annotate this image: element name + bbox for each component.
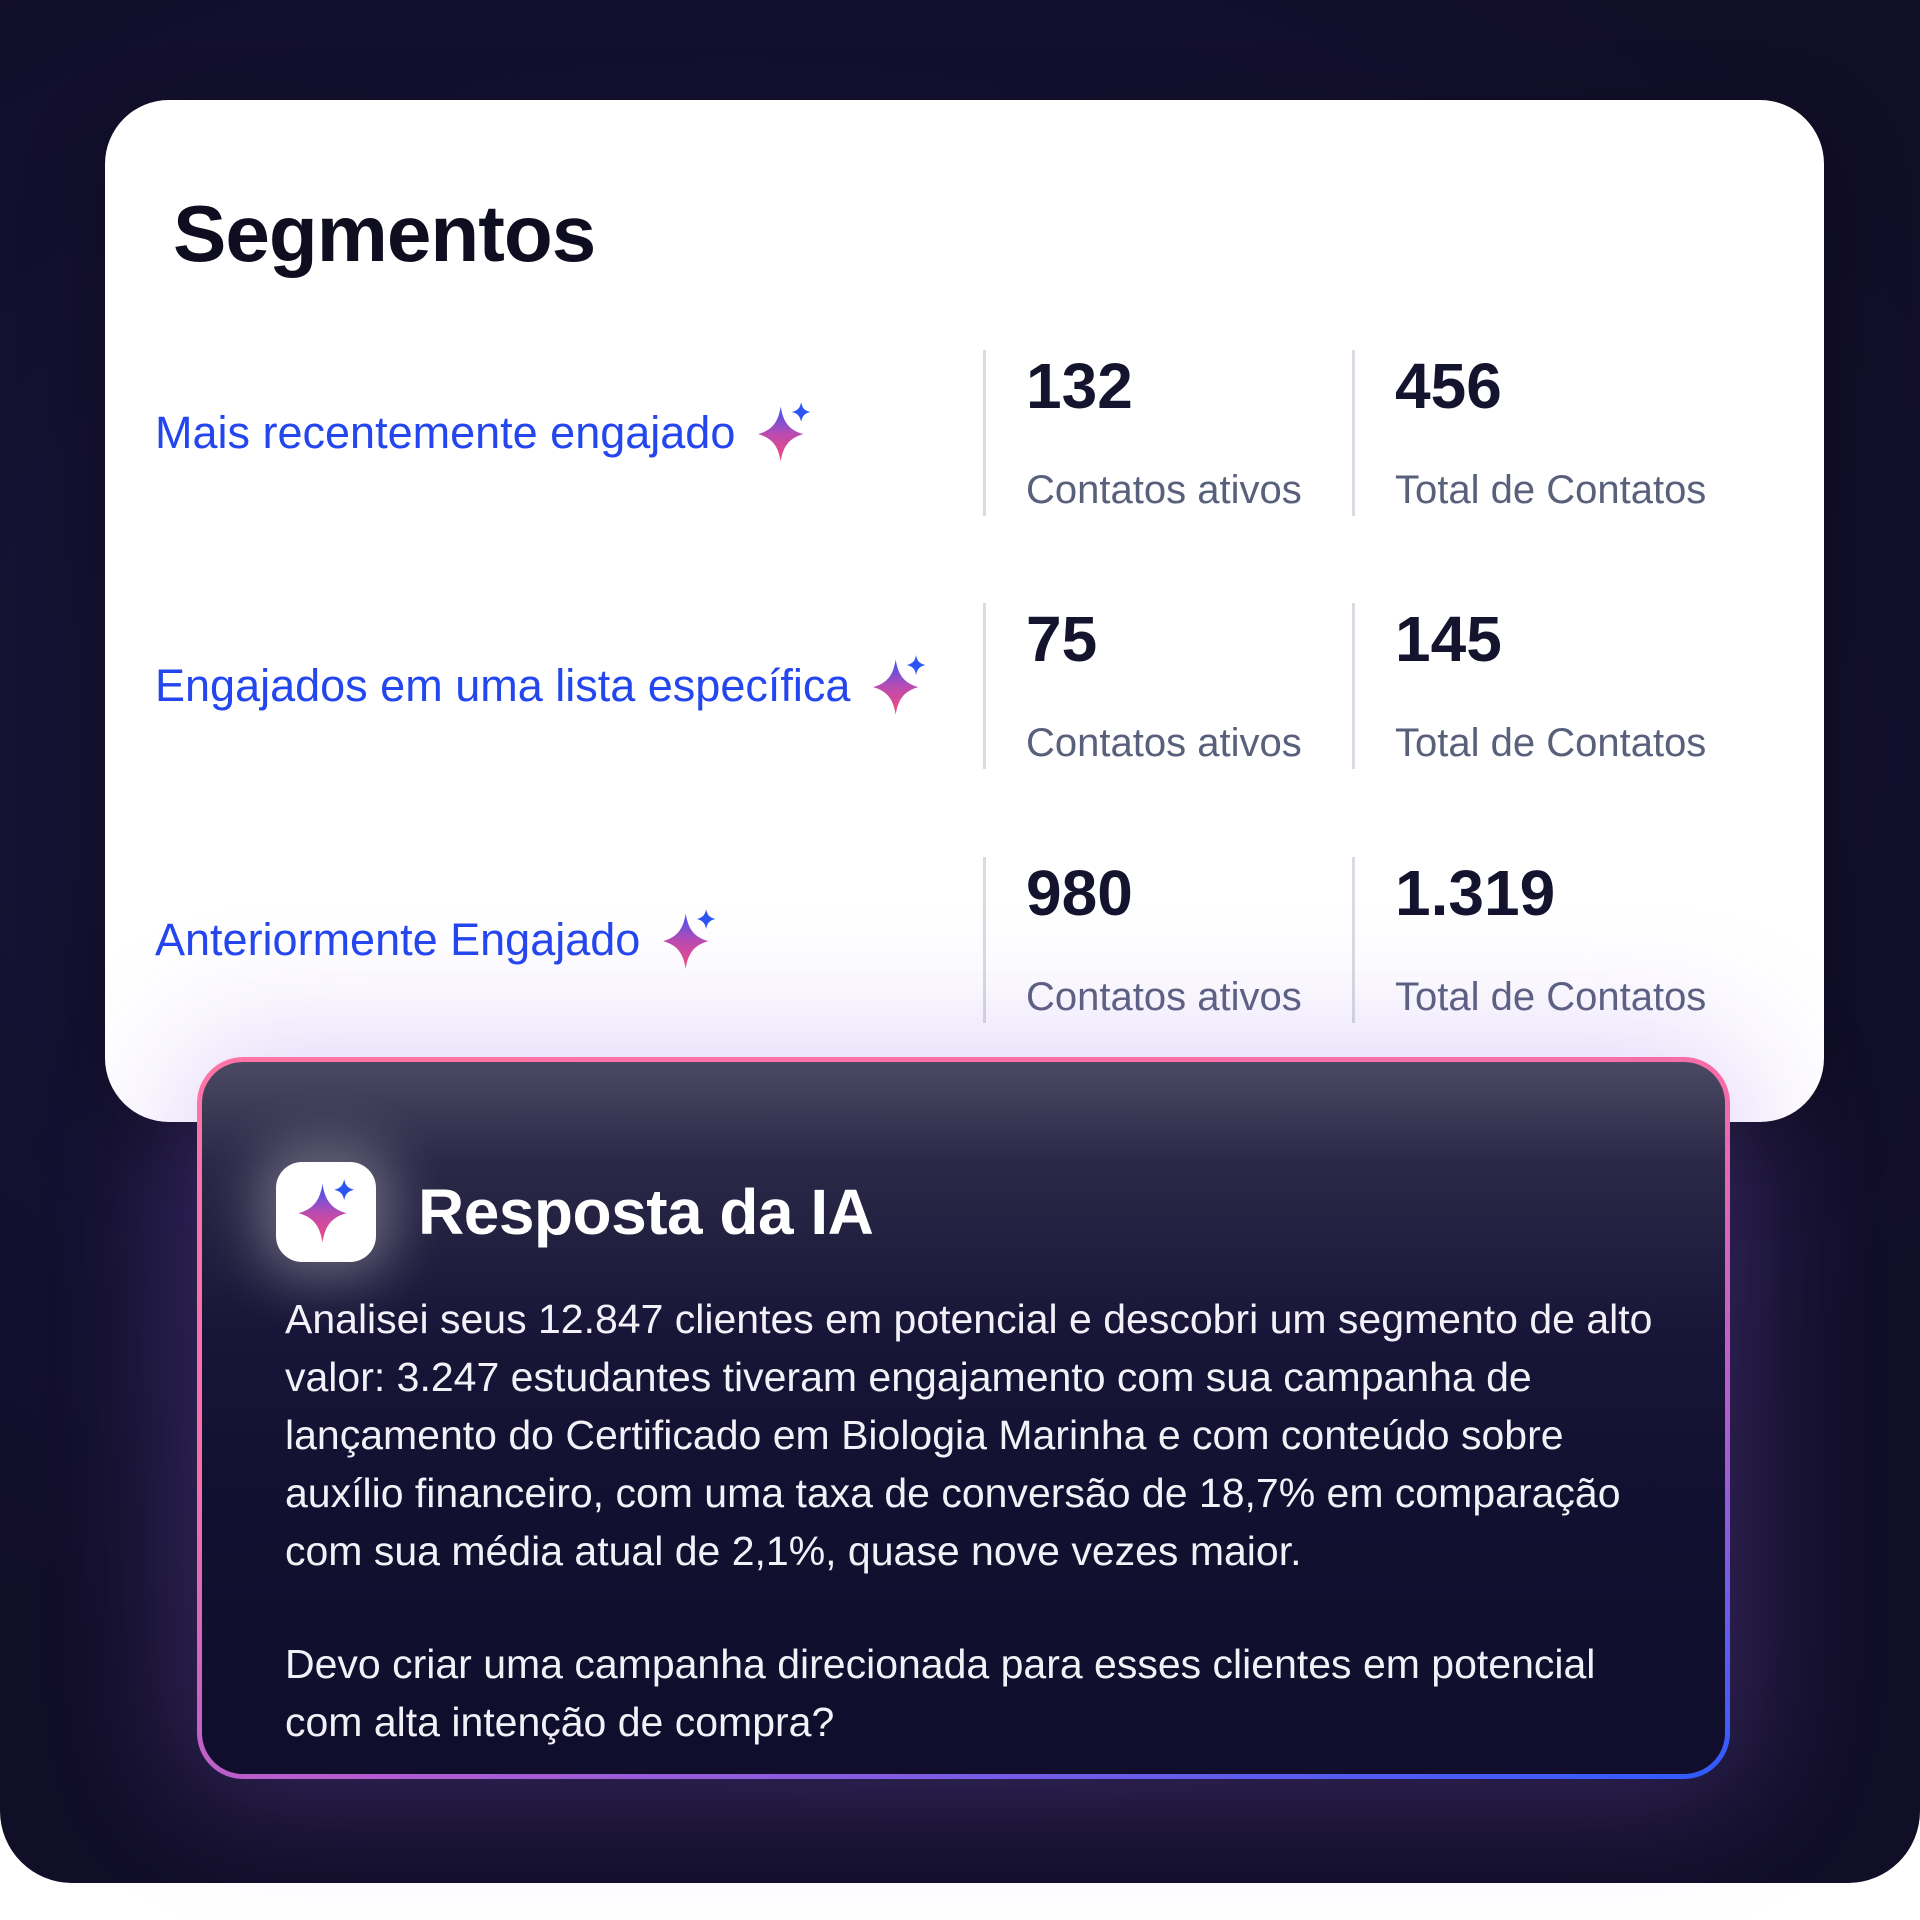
stat-value: 132	[1026, 350, 1133, 422]
stat-label: Total de Contatos	[1395, 721, 1707, 765]
segment-link-previously-engaged[interactable]: Anteriormente Engajado	[155, 908, 718, 972]
segment-link-recently-engaged[interactable]: Mais recentemente engajado	[155, 401, 813, 465]
stat-value: 75	[1026, 603, 1098, 675]
ai-sparkle-icon	[663, 909, 716, 969]
ai-response-title: Resposta da IA	[418, 1176, 874, 1248]
segment-link-specific-list[interactable]: Engajados em uma lista específica	[155, 654, 928, 718]
ai-response-card-body: Resposta da IA Analisei seus 12.847 clie…	[202, 1062, 1725, 1774]
stat-active-contacts: 75 Contatos ativos	[983, 603, 1343, 769]
page-title: Segmentos	[173, 189, 596, 278]
segment-link-label: Anteriormente Engajado	[155, 914, 641, 965]
stat-value: 1.319	[1395, 857, 1556, 929]
stat-label: Contatos ativos	[1026, 975, 1302, 1019]
segment-link-label: Engajados em uma lista específica	[155, 660, 851, 711]
stat-value: 145	[1395, 603, 1502, 675]
segment-row-specific-list: Engajados em uma lista específica 75 Con…	[105, 603, 1824, 769]
ai-sparkle-icon	[873, 655, 926, 715]
stat-total-contacts: 145 Total de Contatos	[1352, 603, 1782, 769]
ai-response-card: Resposta da IA Analisei seus 12.847 clie…	[197, 1057, 1730, 1779]
stat-total-contacts: 1.319 Total de Contatos	[1352, 857, 1782, 1023]
segment-link-label: Mais recentemente engajado	[155, 407, 736, 458]
ai-response-header: Resposta da IA	[276, 1162, 874, 1262]
stat-label: Contatos ativos	[1026, 721, 1302, 765]
stat-active-contacts: 132 Contatos ativos	[983, 350, 1343, 516]
stat-label: Total de Contatos	[1395, 975, 1707, 1019]
stat-total-contacts: 456 Total de Contatos	[1352, 350, 1782, 516]
stat-label: Contatos ativos	[1026, 468, 1302, 512]
stat-value: 980	[1026, 857, 1133, 929]
ai-sparkle-icon	[758, 402, 811, 462]
ai-sparkle-icon	[298, 1179, 355, 1243]
ai-response-paragraph: Analisei seus 12.847 clientes em potenci…	[285, 1296, 1653, 1574]
segment-row-previously-engaged: Anteriormente Engajado 980 Contatos ativ…	[105, 857, 1824, 1023]
ai-response-text: Analisei seus 12.847 clientes em potenci…	[285, 1290, 1680, 1751]
segments-card: Segmentos Mais recentemente engajado 132…	[105, 100, 1824, 1122]
stat-value: 456	[1395, 350, 1502, 422]
ai-response-paragraph: Devo criar uma campanha direcionada para…	[285, 1641, 1596, 1745]
stat-label: Total de Contatos	[1395, 468, 1707, 512]
segment-row-recently-engaged: Mais recentemente engajado 132 Contatos …	[105, 350, 1824, 516]
ai-icon-badge	[276, 1162, 376, 1262]
stat-active-contacts: 980 Contatos ativos	[983, 857, 1343, 1023]
